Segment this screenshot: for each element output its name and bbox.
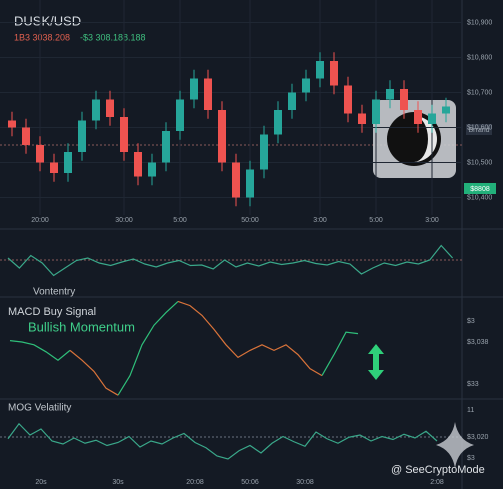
candle-body (78, 120, 86, 152)
y-tick-label: 11 (467, 407, 474, 414)
y-tick-label: $10,500 (467, 159, 492, 166)
x-tick-label: 3:00 (313, 217, 327, 224)
candle-body (344, 85, 352, 114)
candle-body (414, 110, 422, 124)
candle-body (190, 78, 198, 100)
x-tick-label: 50:00 (241, 217, 259, 224)
x-tick-label: 20:08 (186, 479, 204, 486)
candle-body (260, 134, 268, 170)
candle-body (302, 78, 310, 93)
data-line (7, 422, 438, 460)
x-tick-label: 30:00 (115, 217, 133, 224)
candle-body (204, 78, 212, 110)
data-line (7, 244, 454, 277)
price-label: -$3 308.188.188 (80, 32, 146, 42)
tag: Brrand (468, 127, 489, 134)
annotation: Bullish Momentum (28, 319, 135, 334)
x-tick-label: 5:00 (369, 217, 383, 224)
candle-body (288, 92, 296, 110)
candle-body (274, 110, 282, 135)
candle-body (134, 152, 142, 177)
y-tick-label: $3 (467, 455, 475, 462)
candle-body (386, 89, 394, 100)
candle-body (176, 99, 184, 131)
x-tick-label: 50:06 (241, 479, 259, 486)
y-tick-label: $3,038 (467, 339, 489, 346)
x-tick-label: 30s (112, 479, 124, 486)
candle-body (372, 99, 380, 124)
y-tick-label: $33 (467, 381, 479, 388)
badge: $8808 (470, 186, 490, 193)
x-tick-label: 30:08 (296, 479, 314, 486)
candle-body (64, 152, 72, 173)
data-line (69, 300, 323, 396)
candle-body (36, 145, 44, 163)
panel-title: MACD Buy Signal (8, 306, 96, 318)
data-line (9, 300, 359, 396)
y-tick-label: $10,700 (467, 89, 492, 96)
tag-box (466, 124, 492, 135)
x-tick-label: 20s (35, 479, 47, 486)
candle-body (120, 117, 128, 152)
x-tick-label: 2:08 (430, 479, 444, 486)
candle-body (50, 162, 58, 173)
panel-title: Vontentry (33, 287, 75, 298)
chart-title: DUSK/USD (14, 13, 81, 28)
y-tick-label: $3,020 (467, 434, 489, 441)
candle-body (316, 61, 324, 79)
y-tick-label: $3 (467, 318, 475, 325)
candle-body (442, 106, 450, 114)
arrow-icon (368, 344, 384, 380)
x-tick-label: 20:00 (31, 217, 49, 224)
y-tick-label: $10,600 (467, 124, 492, 131)
y-tick-label: $10,800 (467, 54, 492, 61)
sparkle-icon (436, 422, 474, 468)
candle-body (92, 99, 100, 121)
price-label: 1B3 3038.208 (14, 32, 70, 42)
candle-body (400, 89, 408, 110)
badge-box (464, 183, 496, 194)
panel-title: MOG Velatility (8, 403, 71, 414)
candle-body (162, 131, 170, 163)
candle-body (232, 162, 240, 198)
candle-body (106, 99, 114, 117)
watermark: @ SeeCryptoMode (391, 464, 485, 476)
candle-body (428, 113, 436, 124)
y-tick-label: $10,900 (467, 19, 492, 26)
y-tick-label: $10,400 (467, 194, 492, 201)
candle-body (358, 113, 366, 124)
candle-body (22, 127, 30, 145)
candle-body (218, 110, 226, 163)
candle-body (246, 169, 254, 198)
candle-body (330, 61, 338, 86)
x-tick-label: 3:00 (425, 217, 439, 224)
candle-body (148, 162, 156, 177)
candle-body (8, 120, 16, 128)
x-tick-label: 5:00 (173, 217, 187, 224)
